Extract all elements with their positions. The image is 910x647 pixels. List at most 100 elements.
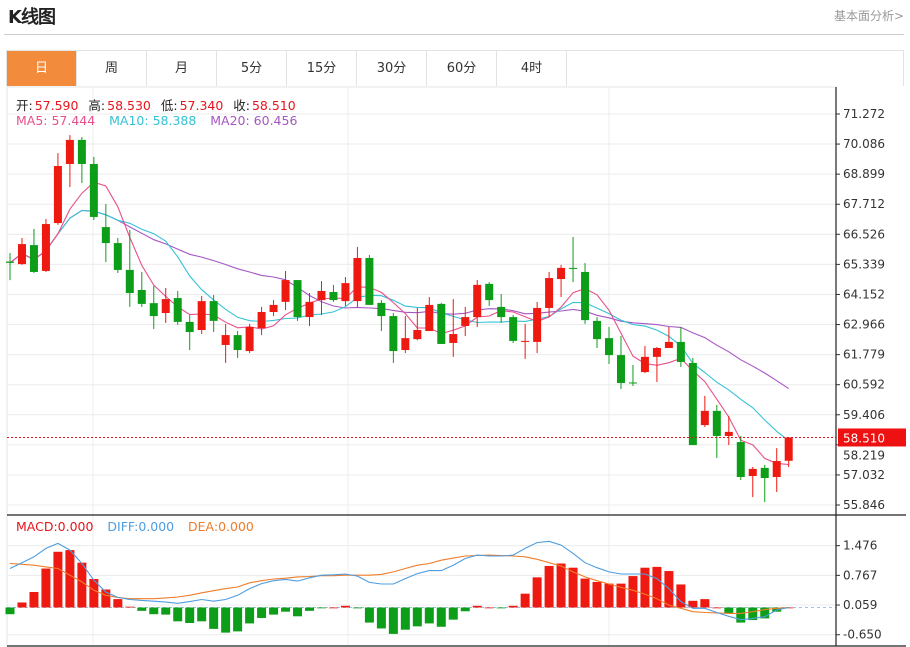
macd-bar	[233, 607, 243, 632]
macd-bar	[676, 584, 686, 608]
close-label: 收:	[233, 98, 250, 113]
candle-up	[53, 166, 62, 224]
macd-bar	[257, 607, 267, 618]
candle-up	[533, 307, 542, 342]
macd-bar	[53, 551, 63, 608]
macd-bar	[101, 589, 111, 608]
diff-legend-value: DIFF:0.000	[107, 519, 175, 534]
ma20-line	[9, 209, 790, 390]
candle-down	[593, 320, 602, 340]
price-tick-label: 55.846	[843, 498, 885, 512]
last-price-badge	[838, 428, 906, 447]
macd-bar	[556, 563, 566, 608]
price-tick-label: 67.712	[843, 197, 885, 211]
candle-up	[17, 244, 26, 265]
macd-bar	[736, 607, 746, 623]
candle-up	[161, 299, 170, 314]
macd-bar	[340, 605, 350, 608]
candle-up	[700, 410, 709, 426]
macd-bar	[472, 605, 482, 608]
macd-bar	[640, 567, 650, 608]
candle-up	[784, 437, 793, 461]
macd-bar	[328, 607, 338, 609]
macd-bar	[113, 599, 123, 608]
candle-down	[89, 163, 98, 217]
candle-up	[221, 335, 230, 345]
macd-bar	[448, 607, 458, 620]
macd-bar	[424, 607, 434, 624]
candle-down	[497, 306, 506, 318]
price-tick-label: 62.966	[843, 318, 885, 332]
diff-line	[9, 540, 789, 621]
period-tabs: 日 周 月 5分 15分 30分 60分 4时	[6, 50, 904, 86]
candle-down	[77, 139, 86, 164]
candle-up	[652, 348, 661, 357]
candle-down	[581, 271, 590, 321]
macd-bar	[628, 576, 638, 608]
candle-down	[712, 410, 721, 436]
macd-bar	[89, 579, 99, 608]
candle-down	[113, 243, 122, 270]
candle-down	[628, 382, 637, 384]
tab-day[interactable]: 日	[7, 51, 77, 86]
fundamental-analysis-link[interactable]: 基本面分析>	[833, 9, 904, 23]
macd-bar	[17, 602, 27, 608]
candle-up	[748, 468, 757, 477]
ma10-legend: MA10: 58.388	[109, 113, 197, 128]
macd-bar	[197, 607, 207, 622]
price-tick-label: 65.339	[843, 257, 885, 271]
dea-legend-value: DEA:0.000	[188, 519, 254, 534]
macd-bar	[293, 607, 303, 617]
candle-down	[233, 335, 242, 351]
tab-week[interactable]: 周	[77, 51, 147, 86]
macd-bar	[400, 607, 410, 630]
macd-bar	[29, 591, 39, 608]
ohlc-legend: 开: 57.590 高: 58.530 低: 57.340 收: 58.510	[16, 95, 298, 114]
macd-bar	[724, 607, 734, 613]
candle-down	[173, 298, 182, 322]
candle-up	[65, 139, 74, 164]
candle-up	[425, 304, 434, 332]
candle-up	[257, 312, 266, 328]
high-value: 58.530	[107, 98, 151, 113]
ma5-line	[9, 181, 789, 466]
candle-down	[736, 442, 745, 478]
macd-bar	[149, 607, 159, 615]
ma20-legend: MA20: 60.456	[210, 113, 298, 128]
candle-down	[437, 303, 446, 344]
macd-bar	[568, 567, 578, 608]
candle-up	[353, 258, 362, 302]
price-tick-label: 57.032	[843, 468, 885, 482]
price-tick-label: 68.899	[843, 167, 885, 181]
candle-up	[772, 461, 781, 478]
candle-up	[41, 224, 50, 271]
page-title: K线图	[8, 7, 56, 28]
macd-bar	[388, 607, 398, 634]
macd-bar	[77, 562, 87, 608]
tab-5min[interactable]: 5分	[217, 51, 287, 86]
candle-up	[473, 284, 482, 318]
tab-month[interactable]: 月	[147, 51, 217, 86]
tab-4hour[interactable]: 4时	[497, 51, 567, 86]
candle-down	[365, 258, 374, 305]
macd-bar	[652, 566, 662, 608]
candle-up	[269, 304, 278, 313]
macd-bar	[604, 583, 614, 608]
tab-15min[interactable]: 15分	[287, 51, 357, 86]
price-tick-label: 66.526	[843, 227, 885, 241]
tab-30min[interactable]: 30分	[357, 51, 427, 86]
macd-bar	[460, 607, 470, 612]
candle-up	[413, 330, 422, 340]
macd-bar	[137, 607, 147, 611]
candle-down	[293, 280, 302, 318]
macd-bar	[520, 593, 530, 608]
candle-up	[521, 340, 530, 342]
tab-60min[interactable]: 60分	[427, 51, 497, 86]
macd-bar	[245, 607, 255, 624]
price-tick-label: 60.592	[843, 378, 885, 392]
low-value: 57.340	[179, 98, 224, 113]
candle-down	[101, 227, 110, 244]
candle-down	[137, 289, 146, 304]
macd-bar	[508, 605, 518, 608]
